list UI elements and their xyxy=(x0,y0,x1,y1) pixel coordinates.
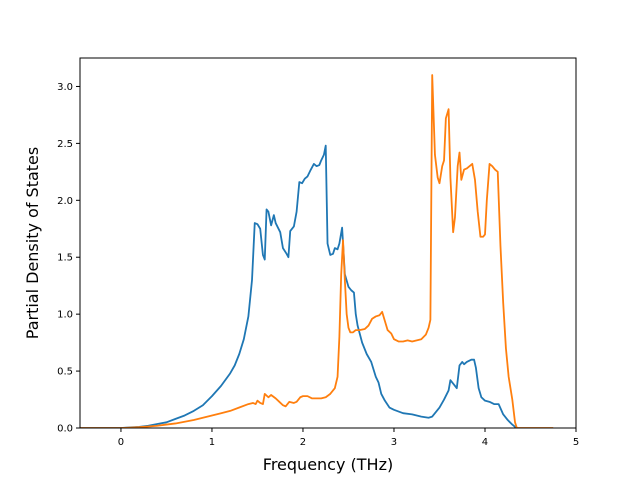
x-tick-label: 0 xyxy=(118,437,124,448)
x-tick-label: 1 xyxy=(209,437,215,448)
series-line-2 xyxy=(80,74,554,428)
y-axis: 0.0 0.5 1.0 1.5 2.0 2.5 3.0 xyxy=(57,82,80,435)
y-tick-label: 0.5 xyxy=(57,367,73,378)
y-tick-label: 2.0 xyxy=(57,196,73,207)
y-tick-label: 1.0 xyxy=(57,310,73,321)
y-tick-label: 1.5 xyxy=(57,253,73,264)
y-tick-label: 0.0 xyxy=(57,424,73,435)
x-tick-label: 3 xyxy=(391,437,397,448)
x-tick-label: 5 xyxy=(573,437,579,448)
y-tick-label: 3.0 xyxy=(57,82,73,93)
x-axis-label: Frequency (THz) xyxy=(263,455,393,474)
series-line-1 xyxy=(80,144,518,428)
y-tick-label: 2.5 xyxy=(57,139,73,150)
x-tick-label: 2 xyxy=(300,437,306,448)
x-axis: 0 1 2 3 4 5 xyxy=(118,428,579,448)
y-axis-label: Partial Density of States xyxy=(23,147,42,339)
plot-frame xyxy=(79,57,577,429)
x-tick-label: 4 xyxy=(482,437,488,448)
series-layer xyxy=(80,74,554,428)
